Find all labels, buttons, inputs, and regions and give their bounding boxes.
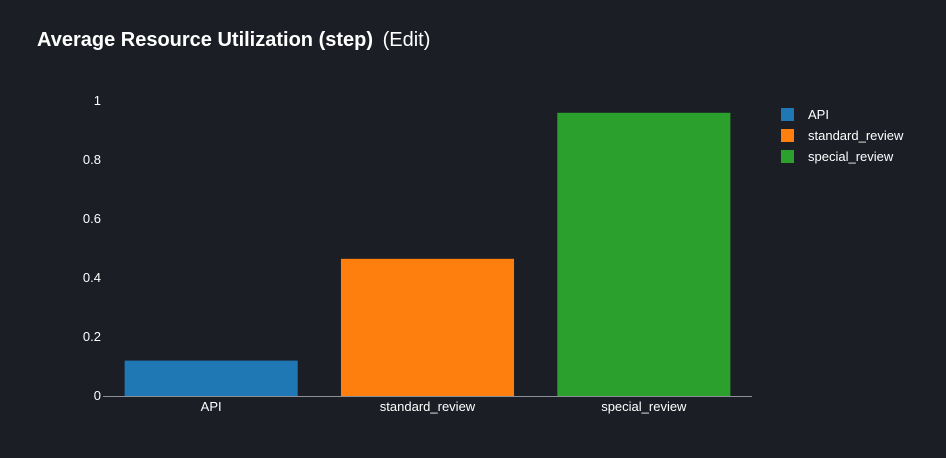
plot-area — [124, 112, 731, 397]
legend-label: standard_review — [808, 128, 904, 143]
legend-swatch — [781, 150, 794, 163]
y-tick-label: 0 — [94, 388, 101, 403]
bar-standard-review[interactable] — [340, 258, 515, 396]
chart-title: Average Resource Utilization (step) — [37, 29, 374, 51]
y-tick-label: 0.8 — [83, 152, 101, 167]
bar-special-review[interactable] — [557, 112, 731, 397]
x-axis: API standard_review special_review — [201, 399, 687, 414]
y-tick-label: 0.6 — [83, 211, 101, 226]
edit-link[interactable]: (Edit) — [382, 29, 431, 51]
y-tick-label: 0.4 — [83, 270, 101, 285]
x-tick-label: special_review — [601, 399, 687, 414]
legend: API standard_review special_review — [781, 107, 904, 164]
legend-item-API[interactable]: API — [781, 107, 829, 122]
x-tick-label: API — [201, 399, 222, 414]
legend-item-special-review[interactable]: special_review — [781, 149, 894, 164]
y-tick-label: 1 — [94, 93, 101, 108]
y-axis: 0 0.2 0.4 0.6 0.8 1 — [83, 93, 101, 403]
legend-label: API — [808, 107, 829, 122]
y-tick-label: 0.2 — [83, 329, 101, 344]
bar-API[interactable] — [124, 360, 298, 396]
legend-item-standard-review[interactable]: standard_review — [781, 128, 904, 143]
legend-swatch — [781, 129, 794, 142]
legend-swatch — [781, 108, 794, 121]
chart-title-bar: Average Resource Utilization (step) (Edi… — [37, 29, 430, 52]
x-tick-label: standard_review — [380, 399, 476, 414]
legend-label: special_review — [808, 149, 894, 164]
